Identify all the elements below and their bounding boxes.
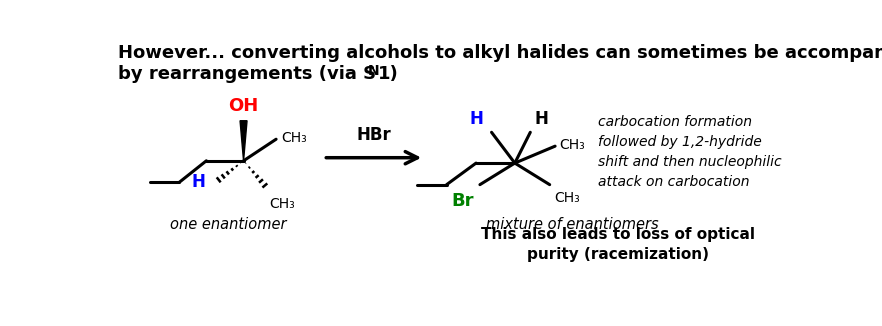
Text: by rearrangements (via S: by rearrangements (via S	[118, 65, 376, 83]
Text: However... converting alcohols to alkyl halides can sometimes be accompanied: However... converting alcohols to alkyl …	[118, 44, 882, 62]
Text: CH₃: CH₃	[554, 191, 580, 205]
Polygon shape	[240, 121, 247, 161]
Text: one enantiomer: one enantiomer	[170, 217, 287, 232]
Text: carbocation formation
followed by 1,2-hydride
shift and then nucleophilic
attack: carbocation formation followed by 1,2-hy…	[599, 114, 782, 189]
Text: H: H	[535, 110, 549, 128]
Text: OH: OH	[228, 97, 258, 115]
Text: 1): 1)	[378, 65, 400, 83]
Text: H: H	[191, 172, 206, 191]
Text: H: H	[470, 110, 484, 128]
Text: CH₃: CH₃	[269, 197, 295, 211]
Text: Br: Br	[452, 192, 474, 210]
Text: CH₃: CH₃	[280, 131, 307, 145]
Text: This also leads to loss of optical
purity (racemization): This also leads to loss of optical purit…	[481, 227, 755, 262]
Text: N: N	[368, 64, 379, 78]
Text: HBr: HBr	[356, 126, 391, 144]
Text: CH₃: CH₃	[560, 138, 586, 152]
Text: mixture of enantiomers: mixture of enantiomers	[486, 217, 659, 232]
